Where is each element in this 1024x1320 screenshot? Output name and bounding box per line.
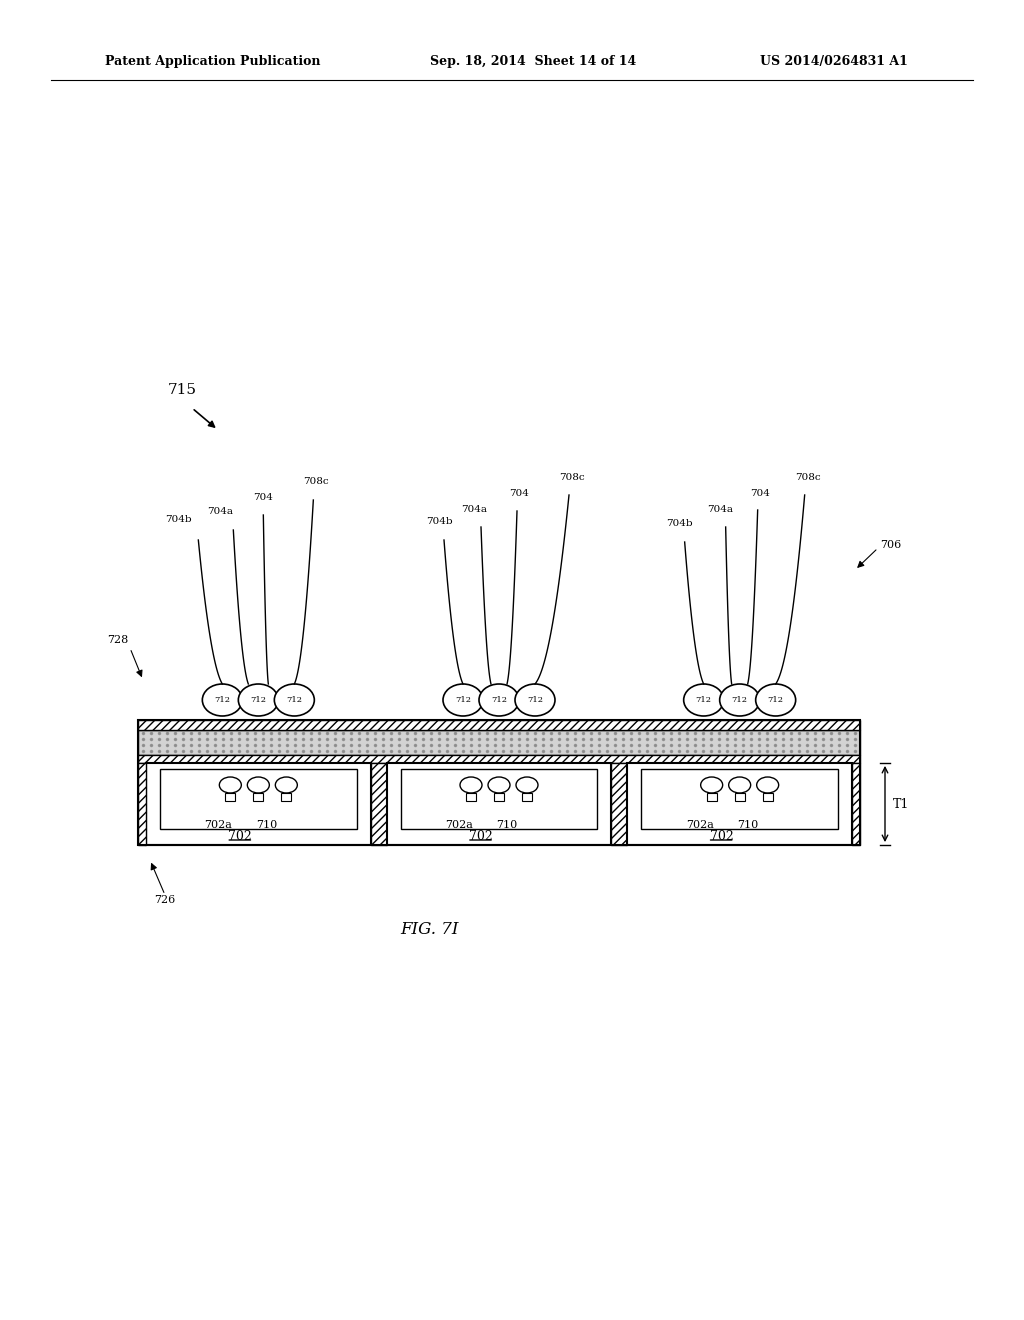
Text: 704: 704: [509, 490, 529, 499]
Text: Patent Application Publication: Patent Application Publication: [105, 55, 321, 69]
Text: 702a: 702a: [445, 820, 473, 830]
Text: 704: 704: [750, 488, 770, 498]
Bar: [138, 763, 146, 845]
Ellipse shape: [274, 684, 314, 715]
Text: 702a: 702a: [686, 820, 714, 830]
Text: 702: 702: [710, 830, 733, 843]
Ellipse shape: [720, 684, 760, 715]
Ellipse shape: [729, 777, 751, 793]
Bar: [400, 770, 597, 829]
Bar: [522, 793, 532, 801]
Text: 708c: 708c: [559, 474, 585, 483]
Bar: [253, 793, 263, 801]
Bar: [611, 763, 628, 845]
Bar: [763, 793, 773, 801]
Bar: [146, 763, 371, 845]
Text: 712: 712: [527, 696, 543, 704]
Text: 712: 712: [768, 696, 783, 704]
Text: 704a: 704a: [707, 504, 732, 513]
Text: 710: 710: [256, 820, 276, 830]
Text: 715: 715: [168, 383, 197, 397]
Bar: [852, 763, 860, 845]
Ellipse shape: [460, 777, 482, 793]
Text: 702: 702: [228, 830, 252, 843]
Bar: [138, 755, 860, 763]
Text: 704b: 704b: [426, 517, 453, 527]
Bar: [225, 793, 236, 801]
Text: 726: 726: [155, 895, 176, 906]
Text: US 2014/0264831 A1: US 2014/0264831 A1: [760, 55, 908, 69]
Text: 708c: 708c: [303, 478, 329, 487]
Ellipse shape: [248, 777, 269, 793]
Text: T1: T1: [893, 797, 909, 810]
Text: 704: 704: [253, 492, 273, 502]
Text: 712: 712: [250, 696, 266, 704]
Bar: [138, 719, 860, 845]
Ellipse shape: [756, 684, 796, 715]
Text: 710: 710: [737, 820, 759, 830]
Ellipse shape: [488, 777, 510, 793]
Text: 712: 712: [695, 696, 712, 704]
Bar: [138, 730, 860, 755]
Ellipse shape: [684, 684, 724, 715]
Text: FIG. 7I: FIG. 7I: [400, 921, 459, 939]
Text: 704a: 704a: [461, 504, 487, 513]
Text: 712: 712: [490, 696, 507, 704]
Bar: [387, 763, 611, 845]
Bar: [734, 793, 744, 801]
Bar: [160, 770, 356, 829]
Text: 728: 728: [106, 635, 128, 645]
Ellipse shape: [516, 777, 538, 793]
Text: 712: 712: [455, 696, 471, 704]
Text: 712: 712: [287, 696, 302, 704]
Bar: [641, 770, 838, 829]
Text: 704b: 704b: [667, 520, 693, 528]
Bar: [138, 719, 860, 730]
Text: 702a: 702a: [205, 820, 232, 830]
Text: 706: 706: [880, 540, 901, 550]
Text: 712: 712: [732, 696, 748, 704]
Ellipse shape: [203, 684, 243, 715]
Text: Sep. 18, 2014  Sheet 14 of 14: Sep. 18, 2014 Sheet 14 of 14: [430, 55, 636, 69]
Ellipse shape: [700, 777, 723, 793]
Ellipse shape: [239, 684, 279, 715]
Ellipse shape: [757, 777, 778, 793]
Text: 710: 710: [497, 820, 517, 830]
Ellipse shape: [515, 684, 555, 715]
Bar: [494, 793, 504, 801]
Ellipse shape: [479, 684, 519, 715]
Text: 708c: 708c: [795, 474, 820, 483]
Ellipse shape: [443, 684, 483, 715]
Bar: [466, 793, 476, 801]
Bar: [628, 763, 852, 845]
Bar: [282, 793, 292, 801]
Text: 702: 702: [469, 830, 493, 843]
Text: 712: 712: [214, 696, 230, 704]
Text: 704a: 704a: [207, 507, 233, 516]
Bar: [707, 793, 717, 801]
Ellipse shape: [219, 777, 242, 793]
Ellipse shape: [275, 777, 297, 793]
Text: 704b: 704b: [165, 516, 191, 524]
Bar: [371, 763, 387, 845]
